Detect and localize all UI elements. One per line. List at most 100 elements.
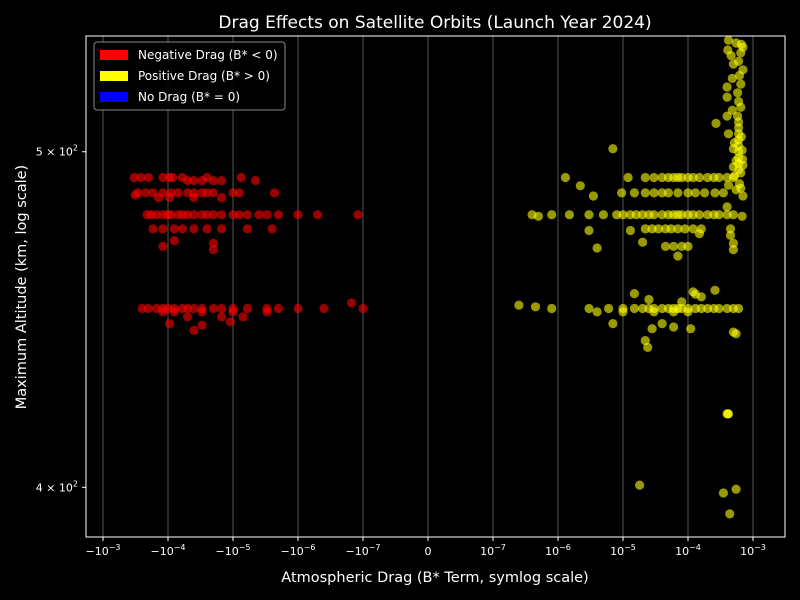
data-point [714, 210, 724, 220]
data-point [731, 484, 741, 494]
data-point [683, 307, 693, 317]
data-point [666, 224, 676, 234]
data-point [722, 111, 732, 121]
data-point [649, 210, 659, 220]
data-point [208, 303, 218, 314]
data-point [584, 225, 594, 236]
x-tick-label: 10−5 [610, 543, 636, 558]
data-point [183, 312, 193, 322]
data-point [164, 192, 174, 203]
data-point [640, 188, 650, 198]
y-tick-label: 4 × 102 [36, 479, 78, 494]
y-axis-label: Maximum Altitude (km, log scale) [14, 165, 30, 409]
data-point [694, 210, 705, 220]
data-point [710, 285, 720, 295]
data-point [208, 188, 218, 198]
data-point [564, 210, 575, 220]
data-point [629, 188, 640, 198]
data-point [660, 241, 671, 251]
data-point [158, 307, 168, 317]
data-point [663, 188, 674, 198]
data-point [319, 303, 329, 314]
data-point [714, 172, 724, 183]
data-point [725, 509, 735, 519]
data-point [202, 188, 212, 198]
data-point [722, 210, 732, 220]
data-point [669, 322, 679, 332]
data-point [737, 145, 747, 155]
data-point [547, 210, 557, 220]
data-point [726, 51, 736, 61]
data-point [217, 224, 227, 234]
data-point [236, 172, 246, 183]
data-point [208, 238, 218, 248]
data-point [673, 188, 683, 198]
data-point [644, 294, 654, 305]
data-point [728, 210, 739, 220]
data-point [736, 183, 746, 193]
data-point [710, 188, 720, 198]
legend-swatch-none [100, 92, 128, 102]
data-point [202, 224, 212, 234]
data-point [547, 303, 557, 314]
data-point [130, 190, 140, 200]
data-point [729, 171, 740, 181]
data-point [208, 245, 218, 255]
data-point [166, 210, 176, 220]
data-point [158, 172, 168, 183]
data-point [738, 191, 748, 201]
legend-box [93, 41, 286, 111]
data-point [228, 210, 238, 220]
data-point [638, 303, 648, 314]
data-point [623, 172, 633, 183]
data-point [347, 298, 357, 308]
data-point [673, 224, 683, 234]
x-tick-label: 10−4 [675, 543, 701, 558]
data-point [625, 225, 636, 236]
data-point [208, 210, 218, 220]
data-point [612, 210, 622, 220]
data-point [723, 35, 734, 45]
data-point [148, 224, 158, 234]
data-point [736, 39, 746, 50]
data-point [643, 342, 653, 352]
data-point [177, 224, 187, 234]
data-point [238, 312, 248, 322]
data-point [225, 317, 235, 327]
data-point [584, 210, 594, 220]
data-point [723, 180, 734, 190]
data-point [657, 210, 667, 220]
data-point [629, 303, 640, 314]
data-point [640, 224, 650, 234]
data-point [734, 303, 744, 314]
x-axis-ticks: −10−3 −10−4 −10−5 −10−6 −10−7 0 10−7 10−6 10−5 10… [85, 537, 766, 558]
data-point [727, 105, 737, 115]
data-point [197, 307, 207, 317]
data-point [153, 192, 164, 203]
data-points [129, 35, 748, 519]
data-point [242, 303, 252, 314]
data-point [677, 172, 687, 183]
x-tick-label: −10−6 [280, 543, 315, 558]
legend-swatch-negative [100, 50, 128, 60]
data-point [683, 188, 693, 198]
data-point [731, 329, 741, 339]
data-point [734, 56, 744, 66]
data-point [703, 303, 713, 314]
legend-label-none: No Drag (B* = 0) [138, 90, 240, 104]
data-point [617, 188, 627, 198]
x-axis-label: Atmospheric Drag (B* Term, symlog scale) [281, 570, 588, 586]
data-point [686, 324, 696, 334]
data-point [669, 307, 679, 317]
data-point [228, 307, 238, 317]
data-point [657, 188, 667, 198]
data-point [728, 162, 739, 172]
x-tick-label: −10−4 [150, 543, 185, 558]
data-point [690, 188, 701, 198]
data-point [588, 191, 599, 201]
data-point [649, 188, 659, 198]
data-point [169, 307, 179, 317]
data-point [169, 236, 179, 246]
data-point [189, 176, 199, 186]
